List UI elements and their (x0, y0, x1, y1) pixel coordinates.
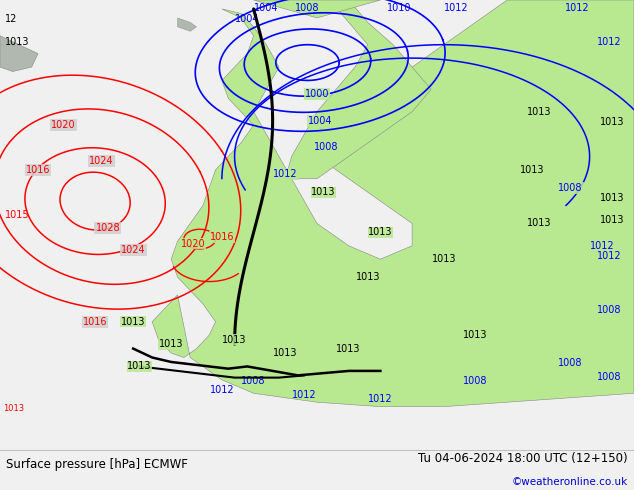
Text: 1013: 1013 (600, 216, 624, 225)
Text: 1020: 1020 (51, 120, 75, 130)
Text: 1013: 1013 (356, 272, 380, 282)
Text: 1013: 1013 (3, 404, 24, 413)
Text: 1008: 1008 (242, 376, 266, 386)
Text: 1008: 1008 (295, 3, 320, 13)
Text: 1013: 1013 (521, 165, 545, 175)
Text: 1013: 1013 (5, 37, 30, 47)
Text: 1013: 1013 (463, 330, 488, 340)
Text: 1028: 1028 (96, 223, 120, 233)
Text: 1013: 1013 (311, 187, 335, 197)
Text: 1013: 1013 (159, 339, 183, 349)
Text: 1013: 1013 (337, 343, 361, 354)
Text: 1013: 1013 (127, 362, 152, 371)
Text: 12: 12 (5, 14, 18, 24)
Text: 1024: 1024 (121, 245, 145, 255)
Text: 1013: 1013 (600, 117, 624, 127)
Polygon shape (152, 0, 634, 407)
Text: 1000: 1000 (305, 89, 329, 99)
Text: 1008: 1008 (597, 372, 621, 382)
Text: 1013: 1013 (121, 317, 145, 327)
Text: 1016: 1016 (83, 317, 107, 327)
Text: 1010: 1010 (387, 3, 411, 13)
Text: 1012: 1012 (273, 169, 297, 179)
Text: 1008: 1008 (559, 359, 583, 368)
Polygon shape (178, 18, 197, 31)
Text: 1012: 1012 (597, 37, 621, 47)
Text: 1020: 1020 (181, 239, 205, 248)
Text: 1004: 1004 (254, 3, 278, 13)
Text: ©weatheronline.co.uk: ©weatheronline.co.uk (512, 477, 628, 487)
Text: 1012: 1012 (590, 241, 614, 251)
Text: 1013: 1013 (432, 254, 456, 264)
Text: Tu 04-06-2024 18:00 UTC (12+150): Tu 04-06-2024 18:00 UTC (12+150) (418, 452, 628, 466)
Polygon shape (254, 0, 380, 18)
Text: 1008: 1008 (314, 143, 339, 152)
Text: 1008: 1008 (463, 376, 488, 386)
Text: 1004: 1004 (308, 116, 332, 125)
Text: 1008: 1008 (559, 183, 583, 193)
Text: 1016: 1016 (210, 232, 234, 242)
Text: 1013: 1013 (273, 348, 297, 358)
Text: 1024: 1024 (89, 156, 113, 166)
Text: 1012: 1012 (210, 385, 234, 395)
Text: 1013: 1013 (527, 219, 551, 228)
Text: 1012: 1012 (565, 3, 589, 13)
Text: 1016: 1016 (26, 165, 50, 175)
Text: 1012: 1012 (292, 390, 316, 400)
Text: 1013: 1013 (527, 107, 551, 117)
Text: 1013: 1013 (223, 335, 247, 344)
Text: 1013: 1013 (600, 193, 624, 203)
Polygon shape (285, 0, 431, 179)
Text: 1012: 1012 (444, 3, 469, 13)
Text: 1004: 1004 (235, 14, 259, 24)
Text: Surface pressure [hPa] ECMWF: Surface pressure [hPa] ECMWF (6, 458, 188, 470)
Text: 1012: 1012 (597, 251, 621, 261)
Text: 1013: 1013 (368, 227, 392, 237)
Text: 1008: 1008 (597, 305, 621, 315)
Text: 1012: 1012 (368, 394, 392, 404)
Polygon shape (0, 36, 38, 72)
Text: 1015: 1015 (5, 210, 30, 220)
